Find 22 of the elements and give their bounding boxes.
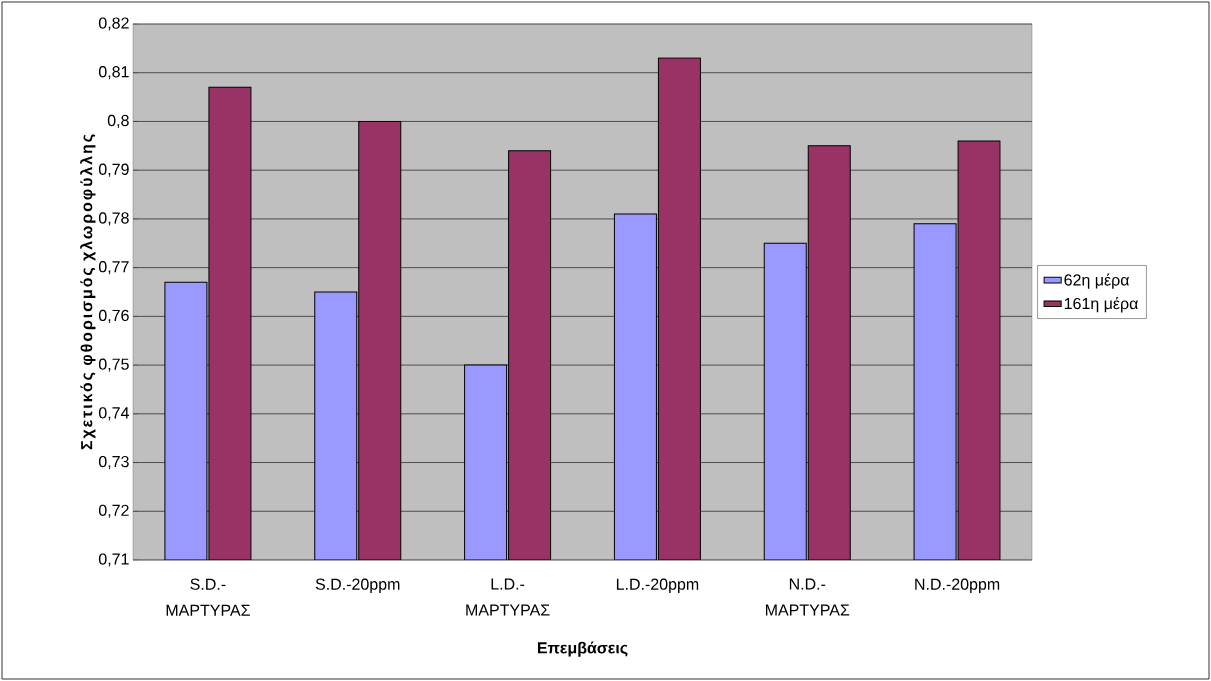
y-tick-label: 0,77 [98, 261, 129, 275]
x-tick-label: L.D.- ΜΑΡΤΥΡΑΣ [466, 578, 550, 616]
x-tick-label: N.D.-20ppm [915, 578, 1000, 594]
y-tick-label: 0,75 [98, 358, 129, 372]
y-tick-label: 0,72 [98, 504, 129, 518]
x-tick-label: N.D.- ΜΑΡΤΥΡΑΣ [765, 578, 850, 616]
y-tick-label: 0,81 [98, 66, 129, 80]
y-tick-label: 0,73 [98, 455, 129, 470]
y-tick-label: 0,74 [98, 407, 129, 421]
y-tick-label: 0,79 [98, 163, 129, 177]
legend-label: 161η μέρα [1064, 297, 1138, 313]
legend-label: 62η μέρα [1064, 273, 1130, 289]
y-tick-label: 0,78 [98, 212, 129, 226]
y-tick-label: 0,71 [98, 553, 129, 567]
x-tick-label: L.D.-20ppm [616, 578, 699, 594]
x-tick-label: S.D.- ΜΑΡΤΥΡΑΣ [166, 578, 250, 616]
y-tick-label: 0,8 [107, 114, 129, 129]
y-tick-label: 0,76 [98, 309, 129, 323]
y-tick-label: 0,82 [98, 17, 129, 31]
y-axis-title: Σχετικός φθορισμός χλωροφύλλης [80, 134, 96, 450]
x-tick-label: S.D.-20ppm [315, 578, 400, 594]
x-axis-title: Επεμβάσεις [537, 641, 628, 657]
